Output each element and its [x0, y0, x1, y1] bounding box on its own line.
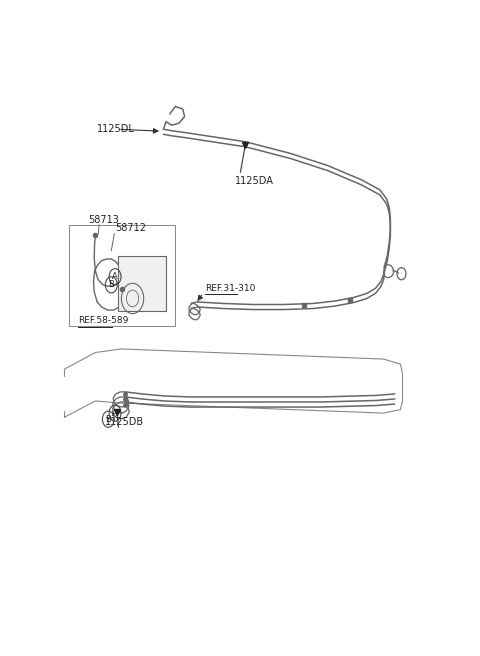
Bar — [118, 255, 166, 311]
Text: REF.58-589: REF.58-589 — [78, 316, 128, 325]
Text: B: B — [106, 415, 111, 424]
Bar — [69, 225, 175, 326]
Text: A: A — [112, 409, 118, 418]
Text: REF.31-310: REF.31-310 — [205, 284, 255, 293]
Text: B: B — [108, 280, 114, 289]
Text: 1125DA: 1125DA — [235, 176, 274, 186]
Text: 58712: 58712 — [115, 223, 146, 234]
Text: 1125DL: 1125DL — [96, 124, 134, 134]
Text: 1125DB: 1125DB — [106, 417, 144, 427]
Text: A: A — [112, 272, 118, 281]
Text: 58713: 58713 — [88, 215, 119, 224]
